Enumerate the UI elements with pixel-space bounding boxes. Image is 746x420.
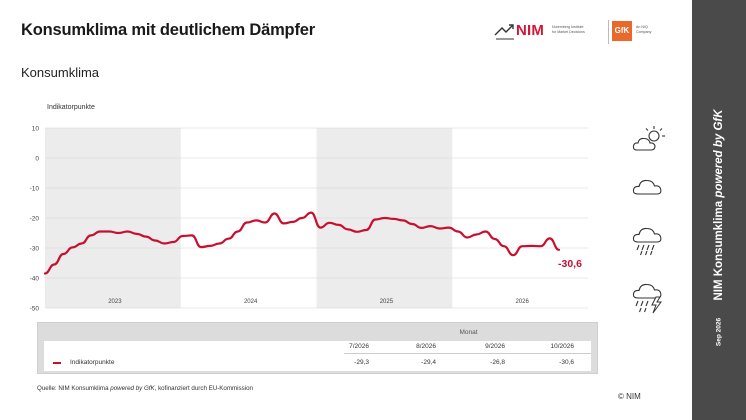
legend-swatch: [53, 362, 61, 364]
x-tick-labels: 2023 2024 2025 2026: [108, 299, 529, 305]
end-value-label: -30,6: [558, 258, 582, 270]
sidebar-banner: NIM Konsumklima powered by GfK Sep 2026: [692, 0, 746, 420]
y-tick-label: -40: [30, 276, 40, 283]
table-body: 7/2026 8/2026 9/2026 10/2026 Indikatorpu…: [44, 341, 591, 371]
table-cell: -29,3: [354, 359, 369, 366]
sun-cloud-icon: [632, 126, 665, 151]
sidebar-date: Sep 2026: [715, 317, 723, 347]
table-cell: -30,6: [559, 359, 574, 366]
cloud-icon: [632, 179, 662, 195]
nim-arrow-icon: [494, 24, 514, 40]
table-cell: -29,4: [421, 359, 436, 366]
page-title: Konsumklima mit deutlichem Dämpfer: [21, 21, 315, 39]
nim-logo-desc: Nuremberg Institute for Market Decisions: [552, 25, 585, 34]
table-cell: -26,8: [490, 359, 505, 366]
x-tick-label: 2026: [515, 299, 529, 305]
y-tick-label: -10: [30, 186, 40, 193]
logo-separator: [608, 20, 609, 44]
table-col-header: 10/2026: [550, 343, 575, 350]
y-tick-label: 0: [35, 156, 39, 163]
data-table: Monat 7/2026 8/2026 9/2026 10/2026 Indik…: [37, 322, 598, 374]
table-header-monat: Monat: [459, 329, 478, 336]
grid-lines: [45, 127, 588, 309]
x-tick-label: 2024: [244, 299, 258, 305]
table-col-header: 8/2026: [416, 343, 436, 350]
rain-cloud-icon: [632, 227, 662, 256]
table-row-label: Indikatorpunkte: [70, 359, 115, 366]
source-note: Quelle: NIM Konsumklima powered by GfK, …: [37, 385, 253, 392]
x-tick-label: 2023: [108, 299, 122, 305]
sidebar-title: NIM Konsumklima powered by GfK: [713, 109, 725, 301]
nim-logo-text: NIM: [516, 22, 545, 39]
table-divider: [344, 353, 591, 354]
line-chart: Indikatorpunkte 100-10-20-30-40-50 2023 2…: [30, 104, 588, 313]
copyright: © NIM: [618, 392, 641, 401]
gfk-logo: GfK: [612, 21, 632, 41]
logo-group: NIM Nuremberg Institute for Market Decis…: [494, 18, 694, 48]
x-tick-label: 2025: [380, 299, 394, 305]
y-tick-label: -50: [30, 306, 40, 313]
chart-subtitle: Konsumklima: [21, 65, 100, 80]
gfk-logo-desc: An NIQ Company: [636, 25, 652, 34]
table-col-header: 7/2026: [349, 343, 369, 350]
table-col-header: 9/2026: [485, 343, 505, 350]
y-tick-label: 10: [32, 126, 40, 133]
y-tick-label: -30: [30, 246, 40, 253]
y-tick-label: -20: [30, 216, 40, 223]
thunderstorm-icon: [632, 283, 662, 314]
y-axis-label: Indikatorpunkte: [47, 104, 95, 111]
y-tick-labels: 10 0 -10 -20 -30 -40 -50: [30, 126, 40, 313]
series-line: [43, 211, 561, 275]
